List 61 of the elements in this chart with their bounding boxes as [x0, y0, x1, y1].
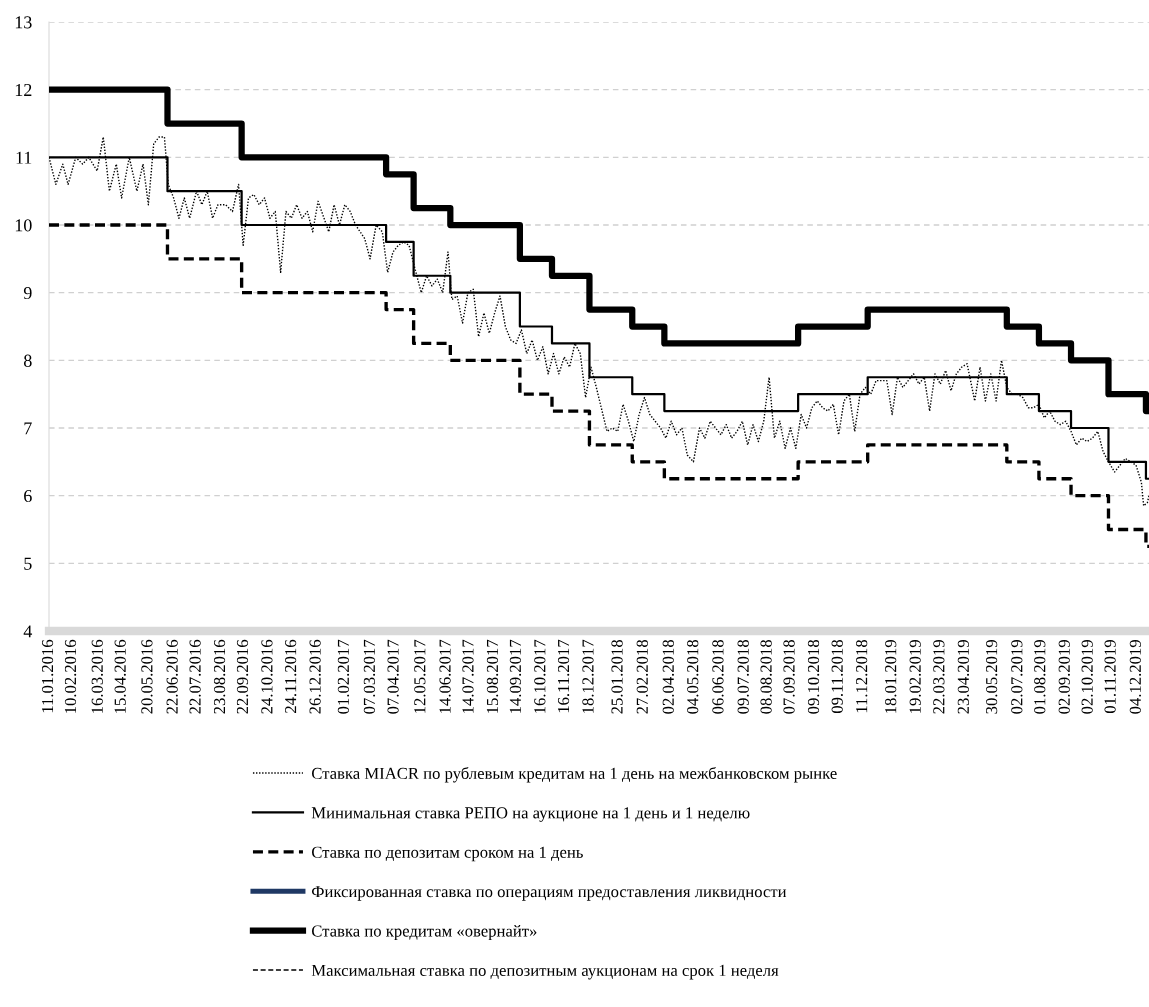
y-tick-label: 9 [23, 286, 32, 300]
x-tick-label: 19.02.2019 [909, 640, 921, 713]
x-tick-label: 18.12.2017 [582, 639, 594, 713]
x-tick-label: 01.02.2017 [337, 639, 350, 714]
x-tick-label: 06.06.2018 [712, 639, 724, 714]
x-tick-label: 14.07.2017 [462, 639, 474, 713]
legend-label: Ставка по кредитам «овернайт» [311, 925, 537, 941]
x-tick-label: 14.06.2017 [439, 639, 451, 713]
x-tick-label: 01.11.2019 [1104, 640, 1116, 714]
x-tick-label: 18.01.2019 [885, 640, 897, 713]
x-tick-label: 02.04.2018 [662, 639, 674, 714]
x-tick-label: 01.08.2019 [1034, 640, 1046, 714]
x-tick-label: 07.03.2017 [363, 639, 376, 714]
x-tick-label: 07.09.2018 [783, 639, 795, 714]
x-tick-label: 23.08.2016 [213, 639, 226, 714]
y-tick-label: 8 [23, 354, 32, 367]
x-tick-label: 22.07.2016 [189, 639, 201, 714]
x-tick-label: 09.10.2018 [807, 639, 820, 714]
y-tick-label: 10 [15, 219, 32, 232]
x-tick-label: 04.05.2018 [687, 639, 699, 714]
y-tick-label: 7 [24, 422, 32, 435]
x-tick-label: 22.06.2016 [166, 639, 178, 714]
x-tick-label: 27.02.2018 [636, 639, 648, 714]
legend-label: Минимальная ставка РЕПО на аукционе на 1 день и 1 неделю [311, 807, 750, 822]
x-tick-label: 30.05.2019 [985, 640, 998, 714]
y-tick-label: 11 [16, 151, 32, 164]
x-tick-label: 22.03.2019 [933, 640, 945, 714]
x-tick-label: 10.02.2016 [64, 639, 77, 713]
legend-label: Фиксированная ставка по операциям предоставления ликвидности [311, 886, 787, 901]
y-tick-label: 4 [23, 625, 33, 638]
y-tick-label: 13 [15, 16, 32, 29]
x-tick-label: 08.08.2018 [760, 639, 772, 714]
x-tick-label: 20.05.2016 [141, 639, 153, 714]
x-tick-label: 11.12.2018 [856, 639, 868, 713]
y-tick-label: 12 [15, 83, 32, 96]
x-tick-label: 15.08.2017 [486, 639, 499, 713]
x-tick-label: 02.07.2019 [1011, 640, 1023, 714]
x-tick-label: 14.09.2017 [509, 639, 522, 713]
x-tick-label: 25.01.2018 [611, 639, 623, 714]
x-tick-label: 16.10.2017 [534, 639, 546, 713]
x-tick-label: 02.10.2019 [1081, 640, 1093, 714]
x-tick-label: 16.11.2017 [557, 639, 570, 713]
x-tick-label: 11.01.2016 [41, 639, 54, 713]
x-tick-label: 16.03.2016 [91, 639, 103, 713]
x-tick-label: 24.11.2016 [285, 639, 297, 713]
y-tick-label: 6 [24, 489, 32, 503]
x-tick-label: 26.12.2016 [309, 639, 321, 714]
x-tick-label: 15.04.2016 [114, 639, 126, 713]
x-tick-label: 02.09.2019 [1058, 640, 1070, 714]
legend-label: Максимальная ставка по депозитным аукционам на срок 1 неделя [311, 964, 779, 980]
x-tick-label: 12.05.2017 [414, 639, 426, 713]
y-tick-label: 5 [24, 557, 32, 570]
x-tick-label: 09.11.2018 [831, 639, 843, 714]
x-tick-label: 09.07.2018 [737, 639, 749, 714]
legend-label: Ставка по депозитам сроком на 1 день [311, 846, 583, 862]
x-tick-label: 07.04.2017 [387, 639, 399, 714]
legend-label: Ставка MIACR по рублевым кредитам на 1 день на межбанковском рынке [311, 766, 837, 783]
x-tick-label: 24.10.2016 [261, 639, 273, 714]
x-tick-label: 22.09.2016 [236, 639, 249, 714]
x-tick-label: 04.12.2019 [1129, 640, 1142, 714]
x-tick-label: 23.04.2019 [957, 640, 970, 714]
